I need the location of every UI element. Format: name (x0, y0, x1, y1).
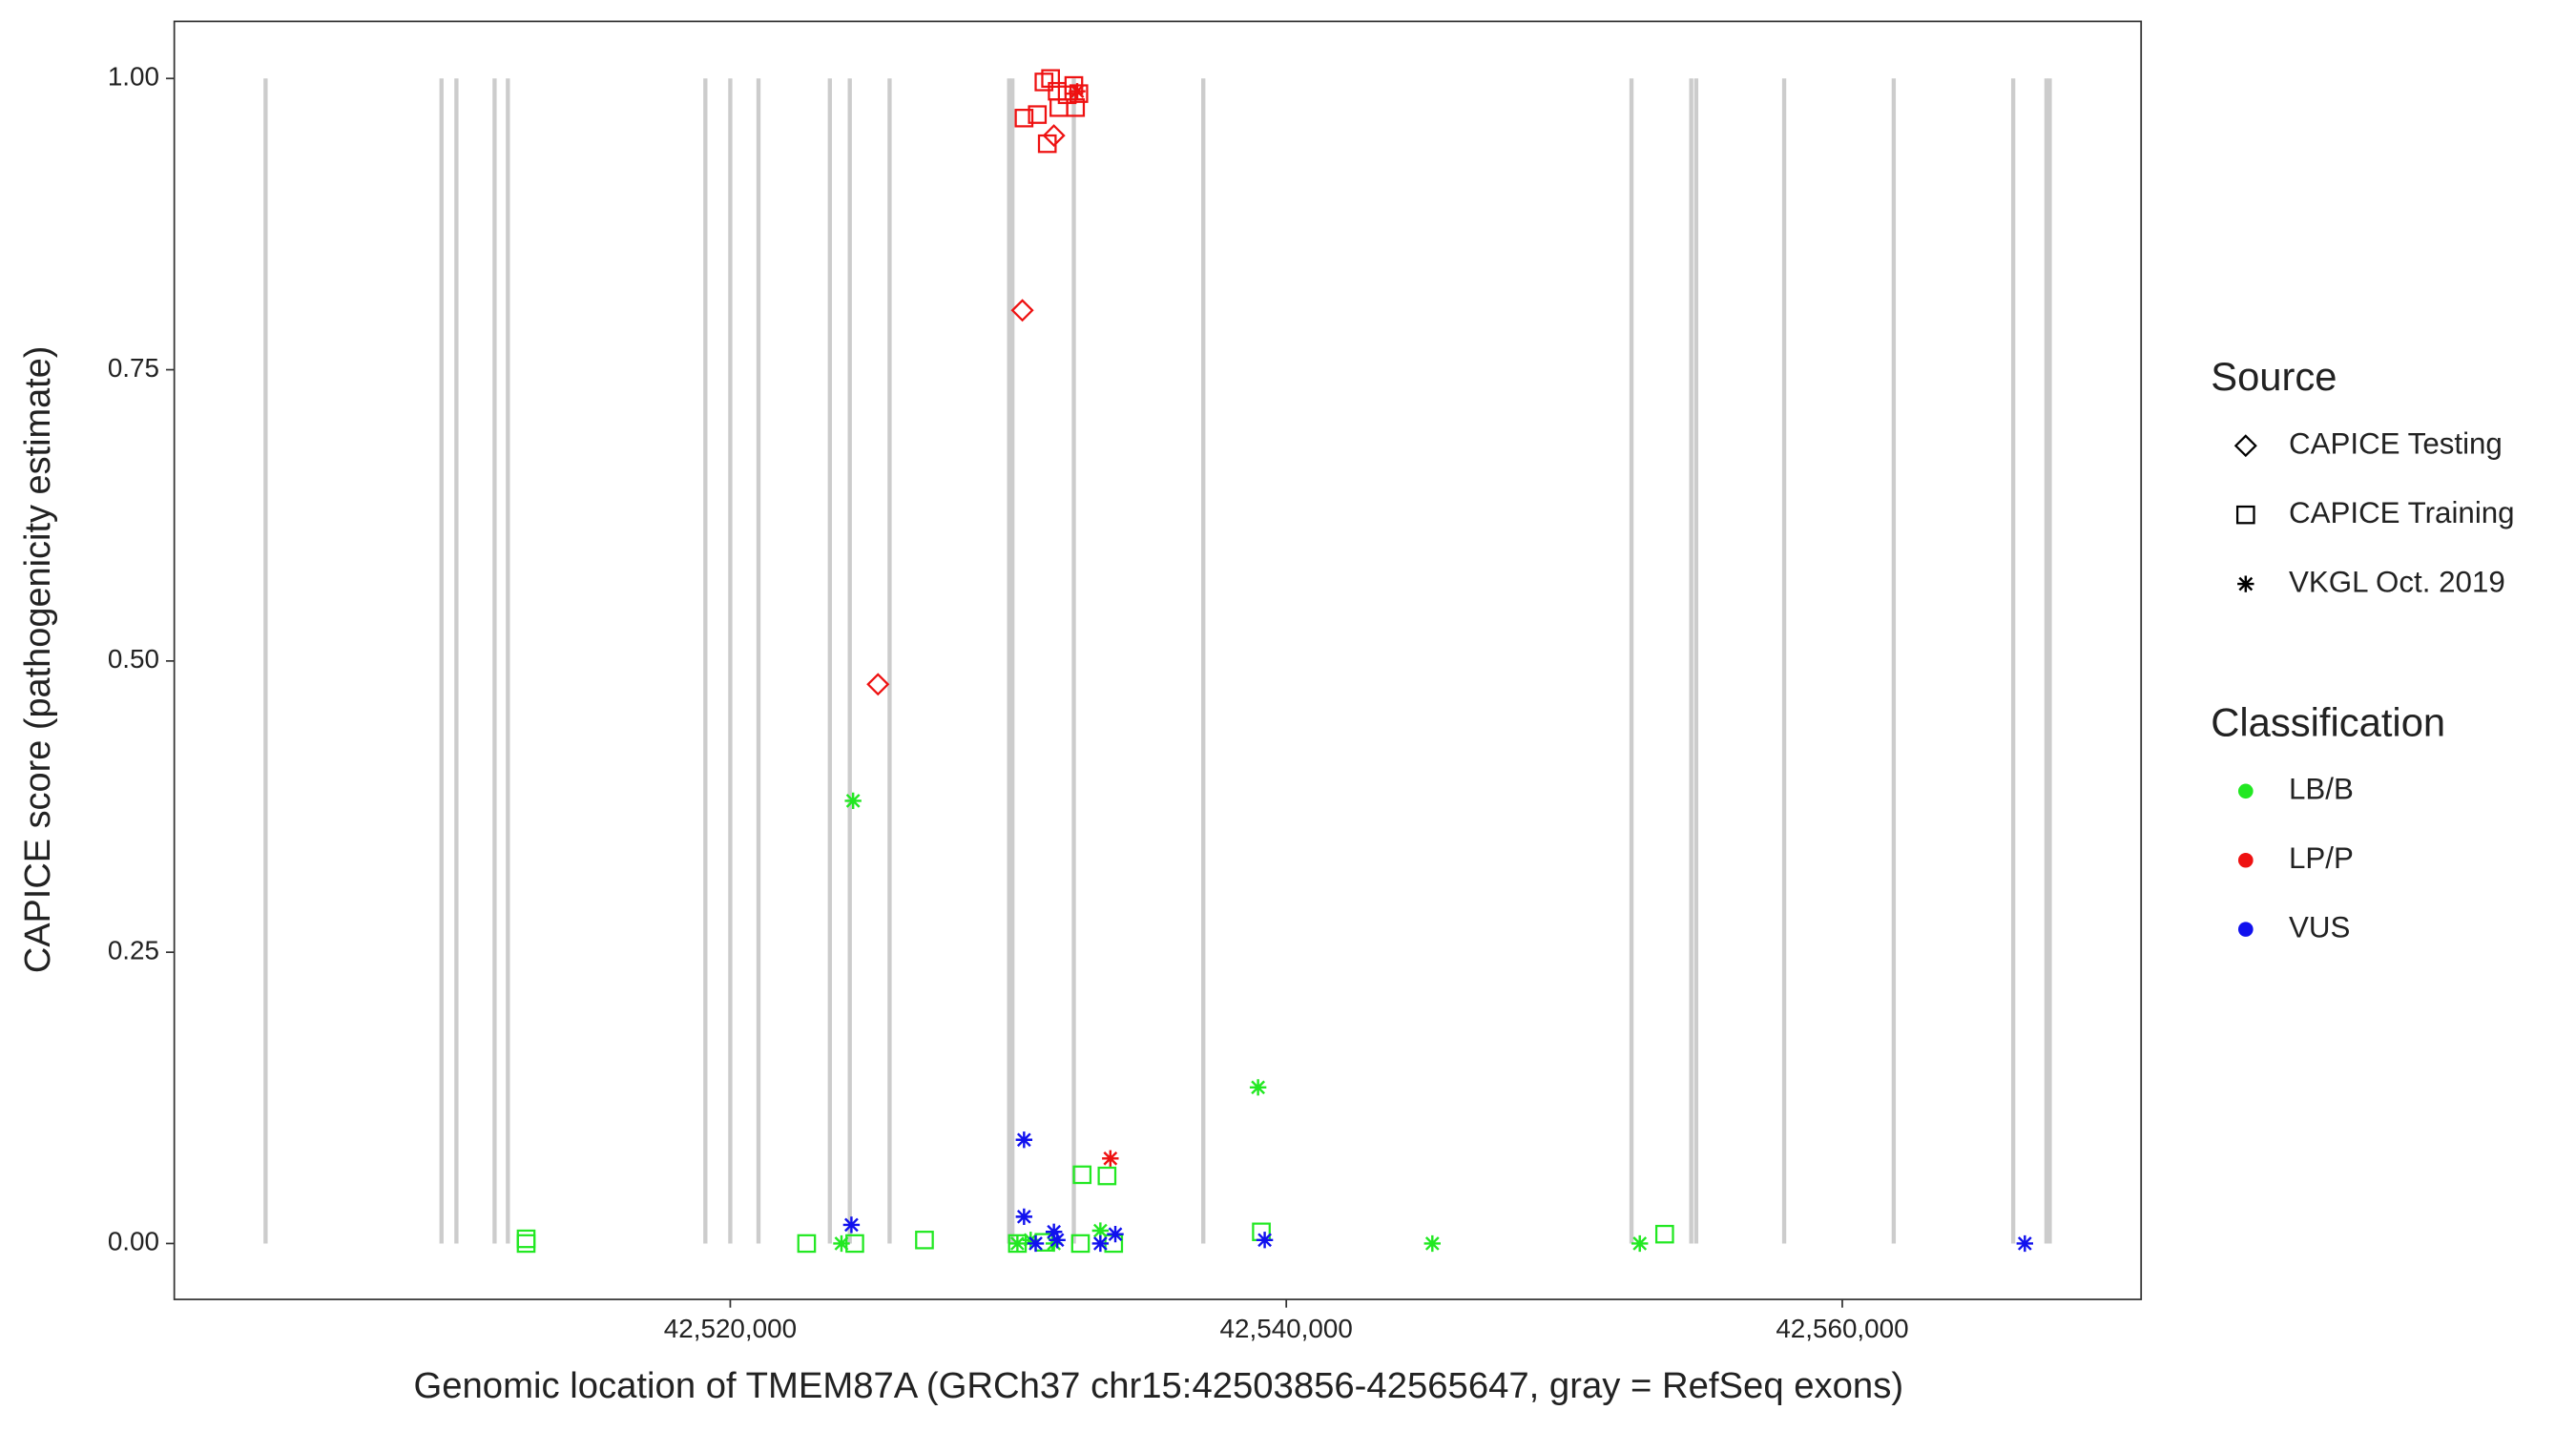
data-point (797, 1234, 817, 1254)
y-axis-title: CAPICE score (pathogenicity estimate) (18, 346, 58, 974)
data-point (1069, 83, 1086, 100)
data-point (1102, 1150, 1119, 1167)
data-point (1107, 1226, 1124, 1243)
x-tick-label: 42,560,000 (1776, 1314, 1908, 1343)
legend-label: LB/B (2289, 773, 2354, 806)
data-point (1037, 134, 1057, 154)
data-point (1014, 109, 1034, 128)
data-point (1028, 105, 1048, 124)
legend-key (2237, 783, 2254, 799)
legend-key (2237, 922, 2254, 937)
data-point (1256, 1232, 1274, 1249)
data-point (1091, 1222, 1110, 1239)
x-tick-label: 42,540,000 (1220, 1314, 1353, 1343)
data-point (1249, 1079, 1267, 1096)
legend-label: LP/P (2289, 841, 2354, 875)
legend-key (2237, 852, 2254, 868)
data-point (516, 1229, 536, 1249)
legend-title: Classification (2211, 699, 2445, 744)
data-point (1049, 1232, 1066, 1249)
data-point (1042, 124, 1066, 148)
data-point (1034, 73, 1054, 92)
data-point (1091, 1234, 1110, 1253)
legend-label: VUS (2289, 910, 2350, 944)
y-tick-label: 0.75 (108, 353, 159, 383)
x-tick-label: 42,520,000 (664, 1314, 797, 1343)
data-point (866, 673, 890, 696)
data-point (1069, 84, 1089, 103)
data-point (1097, 1166, 1117, 1186)
x-axis-title: Genomic location of TMEM87A (GRCh37 chr1… (413, 1366, 1903, 1406)
y-tick-label: 1.00 (108, 62, 159, 92)
data-point (1070, 1234, 1091, 1254)
data-point (1072, 1165, 1092, 1185)
legend-title: Source (2211, 354, 2337, 399)
data-point (915, 1231, 934, 1250)
data-point (1008, 1234, 1027, 1253)
data-point (1423, 1234, 1441, 1253)
data-point (516, 1234, 536, 1254)
data-point (1015, 1208, 1033, 1225)
data-point (844, 792, 862, 810)
legend-label: CAPICE Training (2289, 496, 2515, 529)
data-point (1631, 1234, 1649, 1253)
plot-panel (173, 20, 2143, 1300)
legend-key (2237, 575, 2254, 592)
data-point (1057, 85, 1077, 105)
data-point (1010, 299, 1034, 322)
y-tick-label: 0.00 (108, 1227, 159, 1256)
y-tick-label: 0.25 (108, 936, 159, 965)
y-tick-label: 0.50 (108, 644, 159, 674)
data-point (2016, 1234, 2034, 1253)
legend-key (2235, 505, 2255, 525)
data-point (1041, 69, 1060, 88)
data-point (1027, 1234, 1045, 1253)
data-point (1654, 1224, 1674, 1244)
data-point (833, 1234, 850, 1253)
legend-label: VKGL Oct. 2019 (2289, 565, 2505, 598)
data-point (1045, 1223, 1063, 1240)
legend-key (2233, 434, 2257, 458)
data-point (1015, 1131, 1033, 1149)
legend-label: CAPICE Testing (2289, 427, 2503, 461)
data-point (842, 1216, 861, 1234)
